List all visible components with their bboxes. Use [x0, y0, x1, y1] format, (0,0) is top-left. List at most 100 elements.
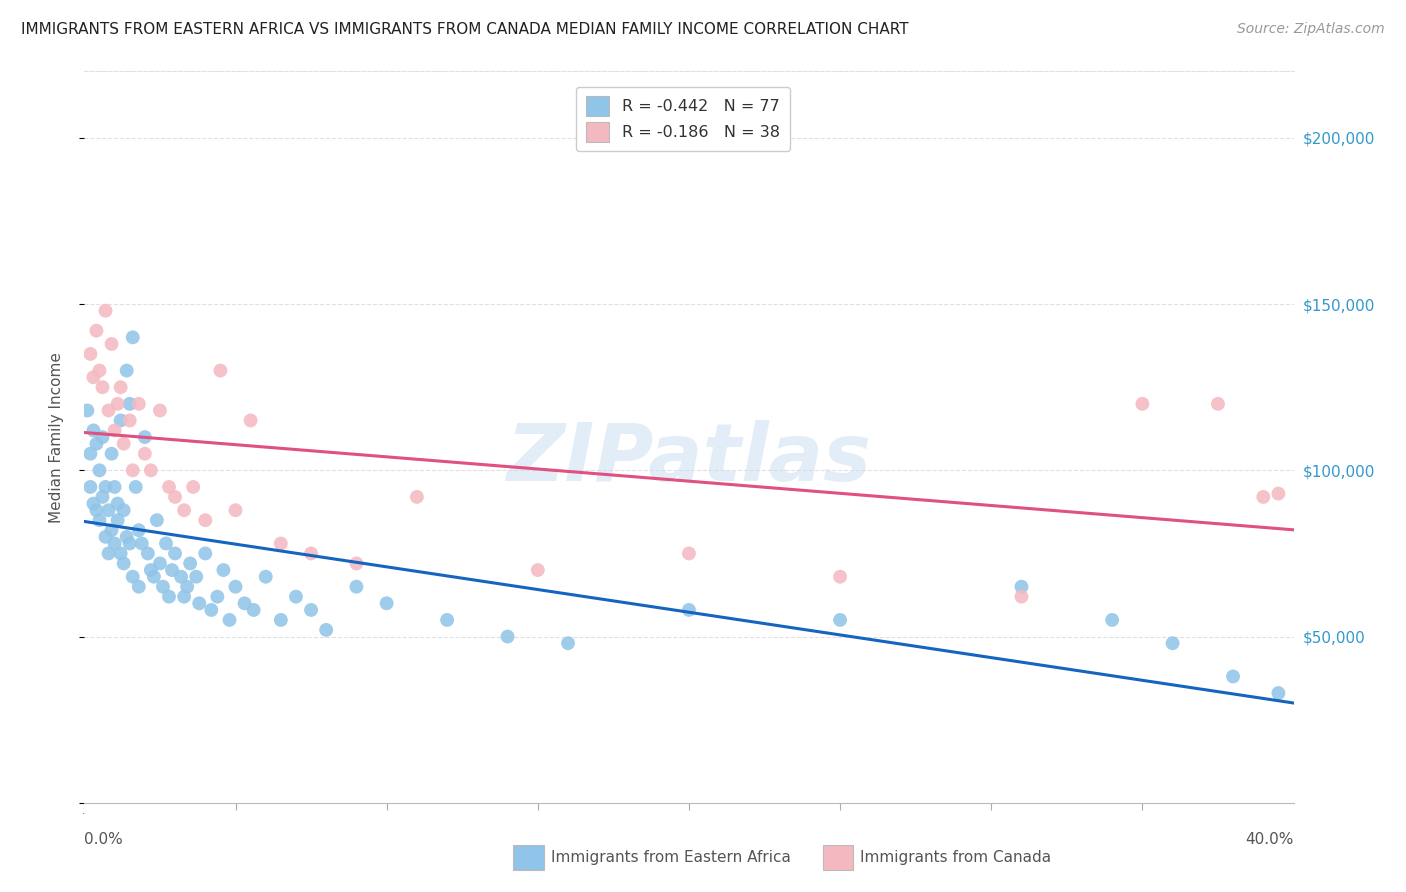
Point — [134, 447, 156, 461]
Point — [346, 580, 368, 594]
Text: Source: ZipAtlas.com: Source: ZipAtlas.com — [1237, 22, 1385, 37]
Point — [165, 546, 187, 560]
Text: IMMIGRANTS FROM EASTERN AFRICA VS IMMIGRANTS FROM CANADA MEDIAN FAMILY INCOME CO: IMMIGRANTS FROM EASTERN AFRICA VS IMMIGR… — [21, 22, 908, 37]
Point — [110, 413, 132, 427]
Point — [107, 513, 129, 527]
Point — [89, 463, 111, 477]
Point — [299, 546, 322, 560]
Point — [375, 596, 398, 610]
Point — [173, 503, 195, 517]
Point — [82, 370, 104, 384]
Point — [1267, 486, 1289, 500]
Point — [107, 497, 129, 511]
Point — [79, 347, 101, 361]
Point — [155, 536, 177, 550]
Point — [218, 613, 240, 627]
Point — [299, 603, 322, 617]
Point — [188, 596, 211, 610]
Point — [115, 530, 138, 544]
Point — [91, 380, 114, 394]
Text: ZIPatlas: ZIPatlas — [506, 420, 872, 498]
Point — [496, 630, 519, 644]
Point — [194, 513, 217, 527]
Point — [239, 413, 262, 427]
Point — [104, 424, 127, 438]
Point — [104, 536, 127, 550]
Point — [176, 580, 198, 594]
Point — [225, 580, 247, 594]
Point — [128, 580, 150, 594]
Point — [146, 513, 169, 527]
Point — [1161, 636, 1184, 650]
Point — [91, 430, 114, 444]
Point — [1206, 397, 1229, 411]
Point — [121, 330, 143, 344]
Point — [1130, 397, 1153, 411]
Point — [139, 563, 162, 577]
Point — [91, 490, 114, 504]
Point — [121, 463, 143, 477]
Point — [97, 546, 120, 560]
Point — [830, 613, 852, 627]
Point — [181, 480, 204, 494]
Point — [94, 530, 117, 544]
Text: 0.0%: 0.0% — [84, 832, 124, 847]
Point — [97, 503, 120, 517]
Point — [107, 397, 129, 411]
Point — [157, 590, 180, 604]
Point — [186, 570, 208, 584]
Text: Immigrants from Canada: Immigrants from Canada — [860, 850, 1052, 864]
Point — [110, 546, 132, 560]
Point — [128, 397, 150, 411]
Point — [225, 503, 247, 517]
Point — [254, 570, 277, 584]
Point — [1222, 669, 1244, 683]
Point — [830, 570, 852, 584]
Point — [79, 447, 101, 461]
Point — [233, 596, 256, 610]
Point — [104, 480, 127, 494]
Text: Immigrants from Eastern Africa: Immigrants from Eastern Africa — [551, 850, 792, 864]
Text: 40.0%: 40.0% — [1246, 832, 1294, 847]
Point — [157, 480, 180, 494]
Point — [436, 613, 458, 627]
Point — [270, 536, 292, 550]
Point — [125, 480, 148, 494]
Point — [112, 436, 135, 450]
Point — [118, 536, 141, 550]
Legend: R = -0.442   N = 77, R = -0.186   N = 38: R = -0.442 N = 77, R = -0.186 N = 38 — [576, 87, 790, 151]
Point — [678, 546, 700, 560]
Point — [131, 536, 153, 550]
Point — [118, 413, 141, 427]
Point — [112, 557, 135, 571]
Point — [1011, 590, 1033, 604]
Point — [212, 563, 235, 577]
Y-axis label: Median Family Income: Median Family Income — [49, 351, 63, 523]
Point — [270, 613, 292, 627]
Point — [149, 557, 172, 571]
Point — [112, 503, 135, 517]
Point — [89, 513, 111, 527]
Point — [136, 546, 159, 560]
Point — [89, 363, 111, 377]
Point — [100, 447, 122, 461]
Point — [100, 337, 122, 351]
Point — [200, 603, 222, 617]
Point — [76, 403, 98, 417]
Point — [79, 480, 101, 494]
Point — [315, 623, 337, 637]
Point — [115, 363, 138, 377]
Point — [160, 563, 183, 577]
Point — [242, 603, 264, 617]
Point — [82, 424, 104, 438]
Point — [149, 403, 172, 417]
Point — [86, 436, 108, 450]
Point — [557, 636, 579, 650]
Point — [134, 430, 156, 444]
Point — [128, 523, 150, 537]
Point — [527, 563, 550, 577]
Point — [346, 557, 368, 571]
Point — [97, 403, 120, 417]
Point — [94, 480, 117, 494]
Point — [1101, 613, 1123, 627]
